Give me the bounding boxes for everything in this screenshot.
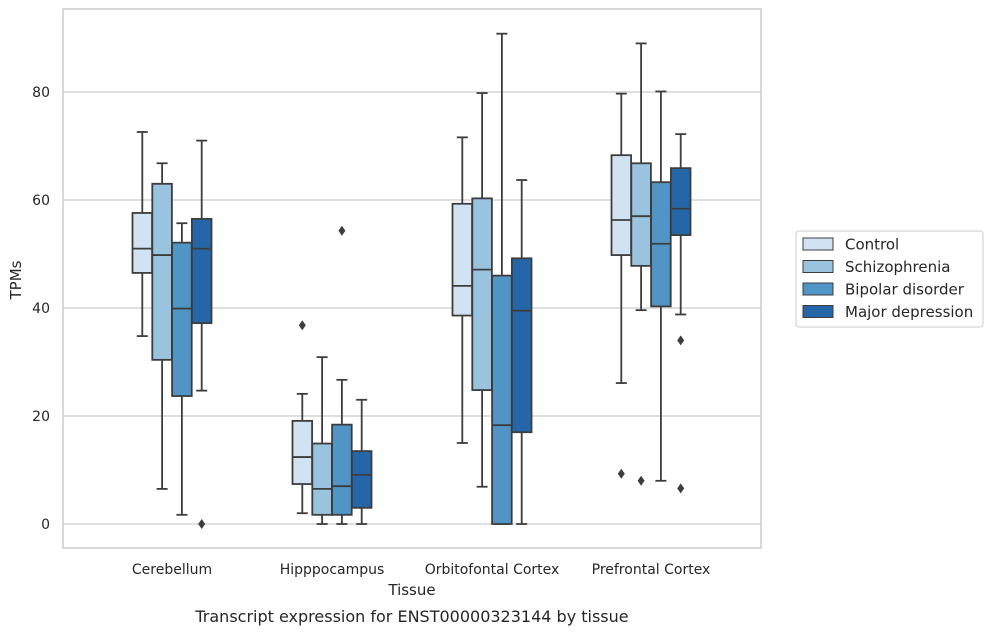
box-iqr xyxy=(311,442,333,516)
legend-label: Control xyxy=(845,236,899,254)
box-iqr xyxy=(451,202,474,317)
box-iqr xyxy=(291,419,314,485)
box-schizophrenia xyxy=(311,356,333,525)
outlier-point xyxy=(198,519,206,529)
box-iqr xyxy=(350,450,373,509)
box-bipolar-disorder xyxy=(171,222,193,516)
box-bipolar-disorder xyxy=(650,90,672,482)
legend-label: Bipolar disorder xyxy=(845,281,965,299)
box-iqr xyxy=(630,162,652,267)
x-tick-label: Hipppocampus xyxy=(280,562,385,578)
box-iqr xyxy=(670,167,692,236)
box-iqr xyxy=(610,154,633,256)
box-iqr xyxy=(471,197,493,391)
box-schizophrenia xyxy=(151,162,173,490)
box-iqr xyxy=(171,241,193,397)
outlier-point xyxy=(338,225,346,236)
box-major-depression xyxy=(190,139,213,529)
y-tick-label: 0 xyxy=(41,517,50,533)
box-control xyxy=(131,131,154,337)
box-plots xyxy=(131,32,692,529)
legend-swatch xyxy=(802,260,834,273)
legend-swatch xyxy=(802,282,834,296)
y-tick-label: 80 xyxy=(32,85,50,101)
x-tick-label: Prefrontal Cortex xyxy=(592,562,711,578)
outlier-point xyxy=(298,320,306,331)
outlier-point xyxy=(677,335,685,346)
x-tick-label: Orbitofontal Cortex xyxy=(425,562,560,578)
x-tick-label: Cerebellum xyxy=(132,562,212,578)
legend-swatch xyxy=(802,237,834,251)
box-bipolar-disorder xyxy=(491,32,513,525)
y-axis-label: TPMs xyxy=(7,260,25,300)
legend-swatch xyxy=(802,305,834,318)
box-iqr xyxy=(190,217,213,325)
box-schizophrenia xyxy=(630,42,652,486)
outlier-point xyxy=(637,475,645,486)
y-tick-label: 40 xyxy=(32,301,50,317)
box-control xyxy=(451,136,474,444)
chart-caption: Transcript expression for ENST0000032314… xyxy=(194,607,628,626)
y-tick-labels: 0 20 40 60 80 xyxy=(32,85,50,533)
x-tick-labels: Cerebellum Hipppocampus Orbitofontal Corte… xyxy=(132,562,710,578)
box-major-depression xyxy=(510,179,533,525)
box-major-depression xyxy=(670,133,692,494)
outlier-point xyxy=(677,483,685,494)
legend-label: Major depression xyxy=(845,303,973,321)
box-iqr xyxy=(131,212,154,274)
x-axis-label: Tissue xyxy=(387,581,435,599)
legend-label: Schizophrenia xyxy=(845,258,950,276)
box-iqr xyxy=(151,182,173,361)
box-iqr xyxy=(510,257,533,434)
y-tick-label: 60 xyxy=(32,193,50,209)
legend: Control Schizophrenia Bipolar disorder Majo… xyxy=(795,230,984,328)
box-iqr xyxy=(491,274,513,525)
outlier-point xyxy=(617,468,625,479)
legend-frame xyxy=(795,230,984,328)
box-control xyxy=(291,320,314,515)
y-tick-label: 20 xyxy=(32,409,50,425)
box-major-depression xyxy=(350,398,373,525)
box-bipolar-disorder xyxy=(331,225,353,525)
box-iqr xyxy=(331,423,353,516)
